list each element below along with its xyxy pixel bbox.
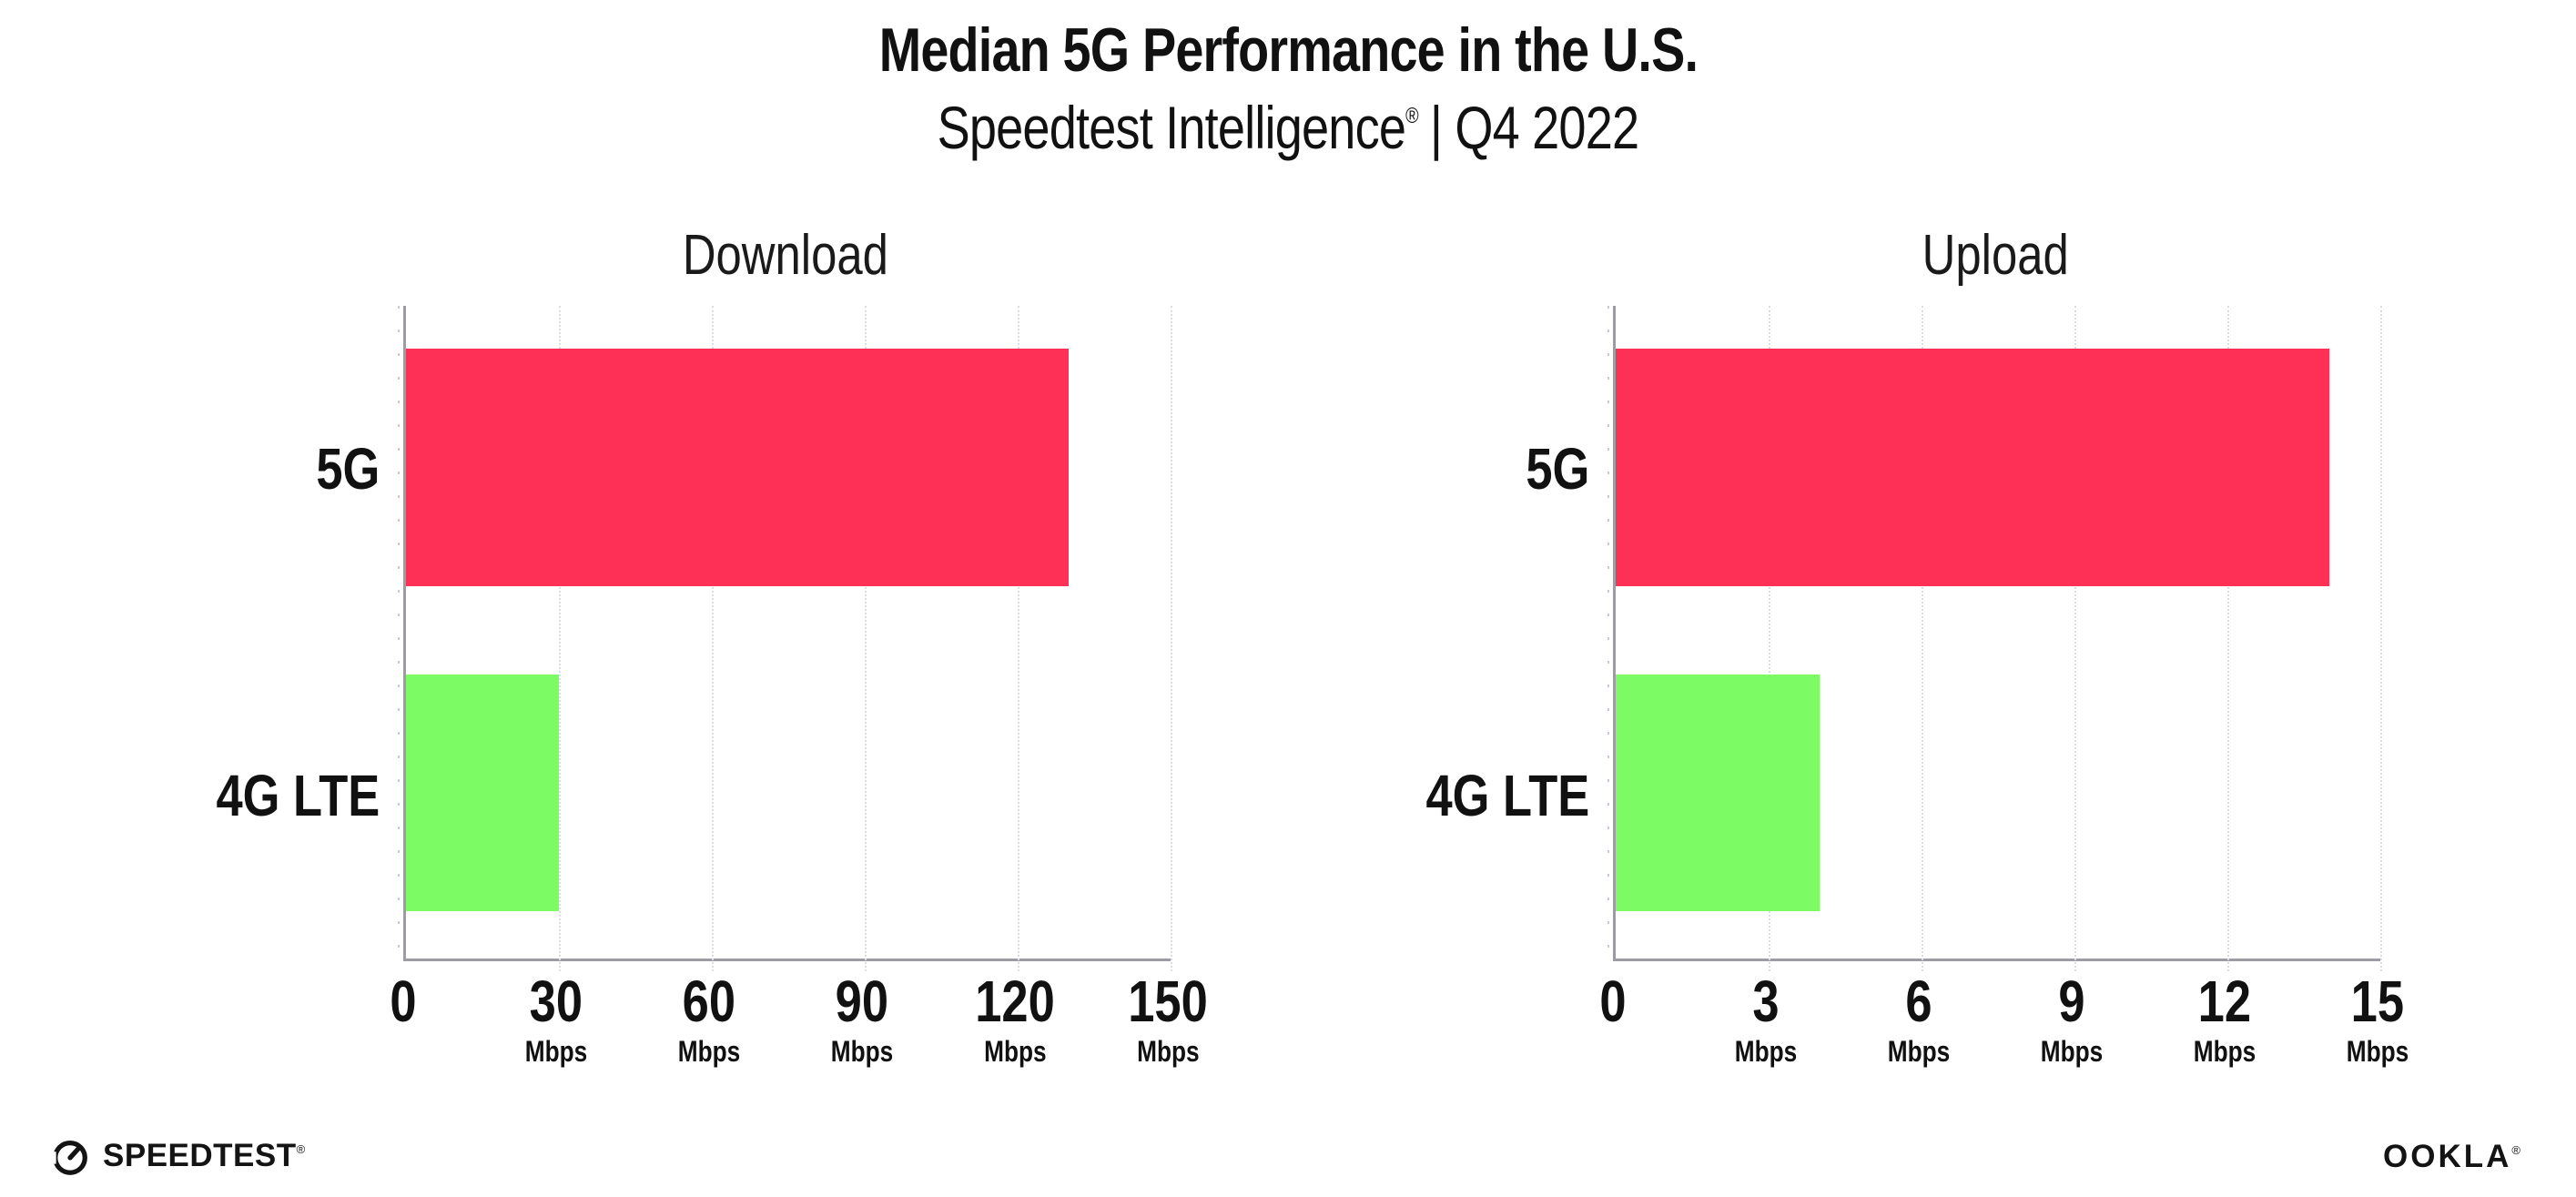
download-x-axis: 0 30 Mbps 60 Mbps 90 Mbps 120 Mbps 150 M… <box>390 969 1207 1126</box>
x-tick-0: 0 <box>1597 969 1629 1034</box>
gridline-15 <box>2380 306 2382 971</box>
x-tick-unit: Mbps <box>524 1035 588 1069</box>
gridline-60 <box>712 306 714 971</box>
upload-chart: Upload 5G 4G LTE 0 3 Mbps 6 Mbps <box>1351 223 2409 1133</box>
ookla-wordmark: OOKLA <box>2383 1139 2512 1174</box>
x-tick-unit: Mbps <box>1887 1035 1951 1069</box>
x-tick-label: 30 <box>529 969 583 1034</box>
x-tick-150: 150 Mbps <box>1120 969 1217 1069</box>
page-title: Median 5G Performance in the U.S. <box>0 15 2576 86</box>
x-tick-unit: Mbps <box>2040 1035 2104 1069</box>
x-tick-label: 150 <box>1128 969 1208 1034</box>
x-tick-label: 12 <box>2197 969 2252 1034</box>
speedtest-wordmark: SPEEDTEST <box>103 1138 297 1173</box>
x-tick-unit: Mbps <box>1734 1035 1798 1069</box>
x-tick-label: 60 <box>682 969 736 1034</box>
chart-title-download-text: Download <box>682 224 889 287</box>
category-label-4g-lte-text: 4G LTE <box>216 762 380 828</box>
x-tick-9: 9 Mbps <box>2033 969 2110 1069</box>
y-axis-minor-ticks <box>1607 306 1609 959</box>
subtitle-inner: Speedtest Intelligence® | Q4 2022 <box>938 93 1639 162</box>
download-chart: Download 5G 4G LTE 0 30 Mbps 60 Mbps <box>141 223 1208 1133</box>
bar-5g-download <box>406 349 1069 586</box>
ookla-logo: OOKLA® <box>2383 1139 2523 1175</box>
category-label-5g-text: 5G <box>1525 436 1589 502</box>
gauge-icon <box>49 1135 91 1177</box>
category-label-5g: 5G <box>302 435 380 502</box>
speedtest-registered-mark: ® <box>296 1142 306 1156</box>
x-tick-3: 3 Mbps <box>1728 969 1804 1069</box>
x-tick-label: 0 <box>390 969 417 1034</box>
x-tick-label: 90 <box>835 969 889 1034</box>
x-tick-label: 9 <box>2058 969 2085 1034</box>
bar-4g-lte-upload <box>1616 675 1820 912</box>
x-tick-unit: Mbps <box>677 1035 741 1069</box>
chart-title-download: Download <box>403 223 1168 288</box>
category-label-5g: 5G <box>1512 435 1589 502</box>
x-tick-unit: Mbps <box>983 1035 1047 1069</box>
x-tick-label: 6 <box>1905 969 1932 1034</box>
x-tick-label: 3 <box>1752 969 1780 1034</box>
y-axis-minor-ticks <box>398 306 400 959</box>
x-tick-60: 60 Mbps <box>671 969 747 1069</box>
bar-4g-lte-download <box>406 675 559 912</box>
x-tick-unit: Mbps <box>2193 1035 2257 1069</box>
page-title-text: Median 5G Performance in the U.S. <box>878 15 1698 85</box>
category-label-4g-lte-text: 4G LTE <box>1425 762 1589 828</box>
subtitle-brand: Speedtest Intelligence <box>937 94 1406 161</box>
x-tick-15: 15 Mbps <box>2339 969 2416 1069</box>
speedtest-logo-text: SPEEDTEST® <box>103 1138 306 1174</box>
x-tick-120: 120 Mbps <box>967 969 1064 1069</box>
upload-plot-area <box>1607 306 2382 971</box>
download-category-axis: 5G 4G LTE <box>141 306 380 959</box>
category-label-4g-lte: 4G LTE <box>180 762 380 829</box>
x-tick-label: 15 <box>2350 969 2405 1034</box>
registered-mark: ® <box>1405 104 1418 128</box>
subtitle-period: | Q4 2022 <box>1429 94 1639 161</box>
gridline-3 <box>1769 306 1770 971</box>
download-plot-area <box>398 306 1172 971</box>
upload-x-axis: 0 3 Mbps 6 Mbps 9 Mbps 12 Mbps 15 Mbps <box>1599 969 2409 1126</box>
x-tick-12: 12 Mbps <box>2186 969 2263 1069</box>
x-tick-label: 0 <box>1599 969 1627 1034</box>
x-tick-unit: Mbps <box>1136 1035 1200 1069</box>
bar-5g-upload <box>1616 349 2329 586</box>
x-tick-30: 30 Mbps <box>518 969 594 1069</box>
gridline-150 <box>1171 306 1172 971</box>
x-tick-90: 90 Mbps <box>824 969 900 1069</box>
category-label-5g-text: 5G <box>315 436 380 502</box>
x-tick-unit: Mbps <box>830 1035 894 1069</box>
upload-category-axis: 5G 4G LTE <box>1351 306 1589 959</box>
chart-title-upload: Upload <box>1613 223 2378 288</box>
x-tick-6: 6 Mbps <box>1881 969 1957 1069</box>
page-subtitle: Speedtest Intelligence® | Q4 2022 <box>0 93 2576 162</box>
x-tick-unit: Mbps <box>2346 1035 2409 1069</box>
x-tick-0: 0 <box>387 969 420 1034</box>
chart-title-upload-text: Upload <box>1922 224 2069 287</box>
x-tick-label: 120 <box>975 969 1055 1034</box>
speedtest-logo: SPEEDTEST® <box>49 1135 306 1177</box>
category-label-4g-lte: 4G LTE <box>1390 762 1589 829</box>
gridline-9 <box>2074 306 2076 971</box>
gridline-120 <box>1018 306 1019 971</box>
gridline-30 <box>559 306 561 971</box>
gridline-90 <box>865 306 867 971</box>
gridline-12 <box>2227 306 2229 971</box>
gridline-6 <box>1922 306 1923 971</box>
ookla-registered-mark: ® <box>2511 1143 2523 1157</box>
